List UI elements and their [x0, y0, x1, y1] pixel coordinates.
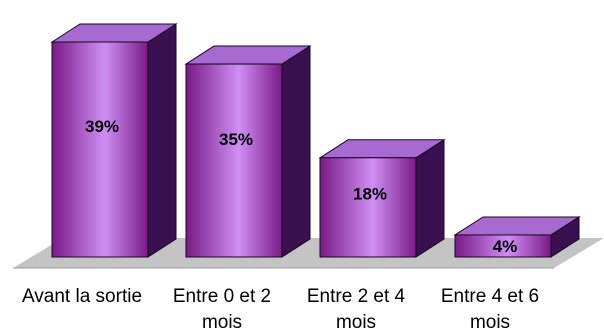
bar-2: 35% [184, 45, 312, 258]
bar-front-face [185, 63, 283, 258]
bar-front-face [319, 157, 417, 258]
category-label-line: Entre 0 et 2 [173, 286, 271, 307]
bar-value-label: 4% [493, 237, 518, 256]
category-label: Entre 4 et 6 mois [441, 286, 539, 332]
category-label-line: mois [202, 312, 242, 332]
bar-4: 4% [453, 216, 581, 258]
bar-1: 39% [50, 23, 178, 258]
bar-front-face [454, 234, 552, 258]
bars-group: 39% 35% 18% 4% [50, 23, 581, 258]
category-label-line: mois [470, 312, 510, 332]
bar-side-face [147, 23, 177, 258]
category-label-line: Avant la sortie [22, 286, 142, 307]
bar-front-face [51, 41, 149, 258]
category-label-line: mois [336, 312, 376, 332]
bar-side-face [281, 45, 311, 258]
bar-value-label: 18% [353, 184, 387, 203]
category-label-line: Entre 2 et 4 [307, 286, 406, 307]
bar-value-label: 35% [219, 130, 253, 149]
category-label: Entre 2 et 4 mois [307, 286, 406, 332]
bar-value-label: 39% [85, 117, 119, 136]
category-label: Entre 0 et 2 mois [173, 286, 271, 332]
bar-side-face [415, 138, 445, 258]
bar-3: 18% [318, 138, 446, 258]
category-label: Avant la sortie [22, 286, 142, 307]
category-label-line: Entre 4 et 6 [441, 286, 539, 307]
